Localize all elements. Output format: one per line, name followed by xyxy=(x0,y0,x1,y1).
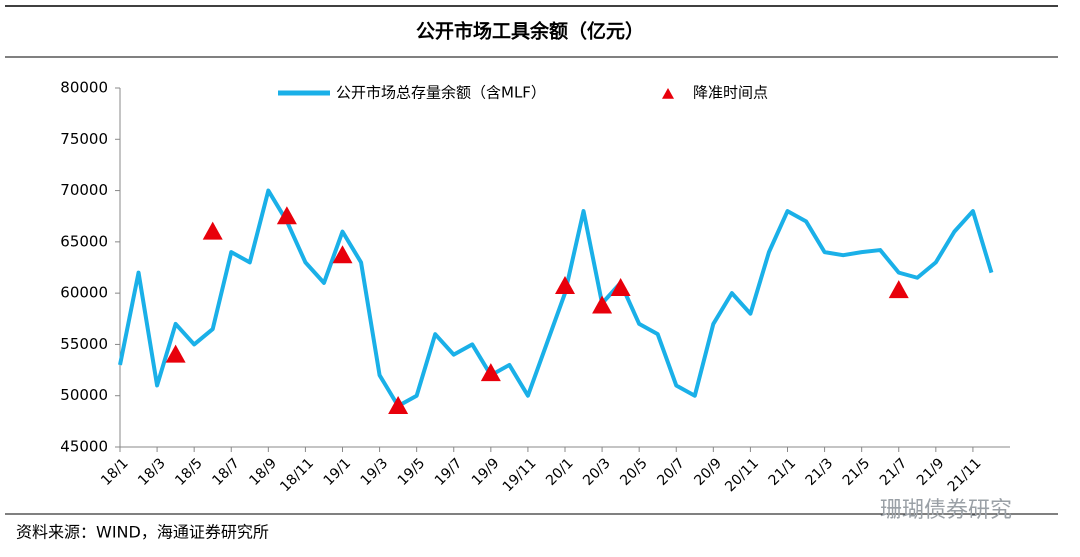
x-tick-label: 18/9 xyxy=(246,455,280,489)
x-tick-label: 21/1 xyxy=(766,455,800,489)
x-tick-label: 19/1 xyxy=(321,455,355,489)
legend-label: 降准时间点 xyxy=(693,84,768,102)
cut-marker xyxy=(276,206,297,225)
cut-marker xyxy=(388,395,409,414)
cut-marker xyxy=(888,280,909,299)
y-tick-label: 45000 xyxy=(60,438,108,456)
y-tick-label: 50000 xyxy=(60,386,108,404)
x-tick-label: 19/9 xyxy=(469,455,503,489)
x-tick-label: 20/5 xyxy=(617,455,651,489)
legend-swatch xyxy=(662,88,674,99)
x-tick-label: 20/9 xyxy=(691,455,725,489)
cut-marker xyxy=(165,344,186,363)
x-tick-label: 19/11 xyxy=(500,455,540,495)
x-tick-label: 21/9 xyxy=(914,455,948,489)
y-tick-label: 55000 xyxy=(60,335,108,353)
data-line xyxy=(118,188,994,408)
x-tick-label: 18/7 xyxy=(209,455,243,489)
x-tick-label: 18/11 xyxy=(277,455,317,495)
x-tick-label: 20/3 xyxy=(580,455,614,489)
chart-title: 公开市场工具余额（亿元） xyxy=(416,20,644,43)
cut-marker xyxy=(610,278,631,297)
x-tick-label: 18/3 xyxy=(135,455,169,489)
y-tick-label: 70000 xyxy=(60,181,108,199)
x-tick-label: 21/5 xyxy=(840,455,874,489)
cut-marker xyxy=(592,295,613,314)
x-tick-label: 18/5 xyxy=(172,455,206,489)
y-tick-label: 60000 xyxy=(60,284,108,302)
cut-marker xyxy=(480,363,501,382)
x-tick-label: 20/1 xyxy=(543,455,577,489)
x-tick-label: 20/11 xyxy=(722,455,762,495)
x-tick-label: 18/1 xyxy=(98,455,132,489)
x-tick-label: 21/7 xyxy=(877,455,911,489)
y-tick-label: 80000 xyxy=(60,79,108,97)
y-tick-label: 65000 xyxy=(60,232,108,250)
x-tick-label: 20/7 xyxy=(654,455,688,489)
legend-label: 公开市场总存量余额（含MLF） xyxy=(336,84,546,102)
source: 资料来源：WIND，海通证券研究所 xyxy=(16,523,269,542)
y-tick-label: 75000 xyxy=(60,130,108,148)
cut-marker xyxy=(555,275,575,294)
cut-marker xyxy=(332,245,353,264)
x-tick-label: 19/5 xyxy=(395,455,429,489)
cut-marker xyxy=(202,221,223,240)
watermark: 珊瑚债券研究 xyxy=(880,498,1012,523)
x-tick-label: 21/11 xyxy=(945,455,985,495)
x-tick-label: 21/3 xyxy=(803,455,837,489)
x-tick-label: 19/3 xyxy=(358,455,392,489)
x-tick-label: 19/7 xyxy=(432,455,466,489)
